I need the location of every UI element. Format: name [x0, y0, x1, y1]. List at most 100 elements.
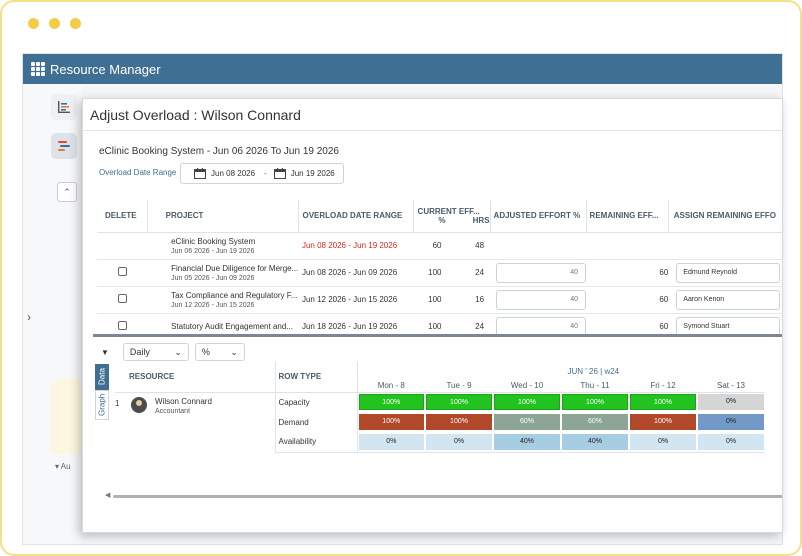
- capacity-cell: 100%: [630, 394, 696, 411]
- current-effort-label: CURRENT EFF...: [417, 206, 480, 216]
- window-controls: [28, 18, 81, 29]
- gantt-icon: [58, 141, 70, 151]
- table-row: Tax Compliance and Regulatory F... Jun 1…: [97, 286, 782, 314]
- project-name: Financial Due Diligence for Merge...: [171, 263, 299, 273]
- project-name: Tax Compliance and Regulatory F...: [171, 290, 298, 300]
- current-hrs: 48: [447, 232, 491, 260]
- view-tabs: Data Graph: [95, 364, 109, 420]
- project-name: Statutory Audit Engagement and...: [171, 322, 293, 331]
- dialog-divider: [83, 130, 782, 131]
- window-dot-close[interactable]: [28, 18, 39, 29]
- tab-data[interactable]: Data: [95, 364, 109, 390]
- demand-cell: 0%: [698, 414, 764, 430]
- collapse-caret-icon[interactable]: ▼: [101, 347, 109, 357]
- assignee-select[interactable]: Edmund Reynold: [676, 262, 781, 283]
- capacity-cell: 100%: [358, 394, 424, 411]
- window-dot-minimize[interactable]: [49, 18, 60, 29]
- app-header: Resource Manager: [23, 54, 782, 84]
- demand-cell: 60%: [494, 414, 560, 430]
- delete-checkbox[interactable]: [117, 267, 127, 276]
- row-type-demand: Demand: [275, 412, 358, 432]
- panel-splitter[interactable]: [93, 334, 782, 337]
- col-current-effort: CURRENT EFF... % HRS: [412, 200, 491, 233]
- project-dates: Jun 06 2026 - Jun 19 2026: [171, 247, 255, 255]
- capacity-cell: 0%: [698, 394, 764, 411]
- demand-cell: 60%: [562, 414, 628, 430]
- availability-cell: 0%: [698, 433, 764, 450]
- dialog-title: Adjust Overload : Wilson Connard: [90, 107, 301, 123]
- day-header: Wed - 10: [493, 380, 561, 393]
- availability-cell: 0%: [358, 433, 424, 450]
- current-hrs-label: HRS: [472, 215, 490, 225]
- current-hrs: 24: [447, 259, 491, 287]
- date-from[interactable]: Jun 08 2026: [211, 169, 256, 178]
- availability-cell: 40%: [562, 433, 628, 450]
- resource-index: 1: [115, 398, 120, 408]
- availability-cell: 0%: [630, 433, 696, 450]
- horizontal-scrollbar[interactable]: [113, 495, 782, 498]
- resource-cell[interactable]: Wilson Connard Accountant: [127, 392, 276, 452]
- chevron-down-icon: ⌄: [230, 346, 238, 357]
- remaining-effort: 60: [586, 259, 669, 287]
- sidebar-gantt-button[interactable]: [51, 133, 77, 159]
- day-header: Mon - 8: [357, 380, 425, 393]
- adjusted-effort-input[interactable]: 40: [496, 262, 587, 283]
- resource-role: Accountant: [155, 407, 191, 415]
- assignee-select[interactable]: Aaron Kenon: [676, 289, 781, 310]
- avatar: [131, 396, 147, 413]
- date-to[interactable]: Jun 19 2026: [290, 169, 335, 178]
- col-overload-range: OVERLOAD DATE RANGE: [298, 200, 414, 233]
- project-summary: eClinic Booking System - Jun 06 2026 To …: [99, 146, 339, 157]
- adjusted-effort-input[interactable]: 40: [496, 289, 587, 310]
- scroll-left-icon[interactable]: ◀: [105, 492, 111, 499]
- current-pct-label: %: [438, 215, 446, 225]
- resource-panel: ▼ Daily ⌄ % ⌄ Data Graph: [93, 337, 782, 532]
- current-pct: 60: [413, 232, 448, 260]
- row-type-availability: Availability: [275, 432, 358, 453]
- overload-date-range-picker[interactable]: Jun 08 2026 - Jun 19 2026: [180, 163, 344, 184]
- col-row-type: ROW TYPE: [275, 362, 358, 393]
- col-assign-remaining: ASSIGN REMAINING EFFO: [667, 200, 782, 233]
- tab-graph[interactable]: Graph: [95, 390, 109, 420]
- availability-cell: 0%: [426, 433, 492, 450]
- capacity-cell: 100%: [562, 394, 628, 411]
- current-pct: 100: [413, 259, 448, 287]
- project-dates: Jun 05 2026 - Jun 09 2026: [171, 274, 255, 282]
- day-header: Tue - 9: [425, 380, 493, 393]
- row-type-capacity: Capacity: [275, 392, 358, 412]
- project-dates: Jun 12 2026 - Jun 15 2026: [171, 301, 255, 309]
- view-select[interactable]: Daily ⌄: [122, 343, 189, 361]
- capacity-cell: 100%: [494, 394, 560, 411]
- calendar-icon: [273, 168, 286, 179]
- capacity-cell: 100%: [426, 394, 492, 411]
- week-header: JUN ' 26 | w24: [567, 366, 620, 376]
- date-separator: -: [264, 169, 267, 178]
- background-group-label: ▾ Au: [55, 462, 71, 471]
- unit-select[interactable]: % ⌄: [194, 343, 245, 361]
- adjust-overload-dialog: Adjust Overload : Wilson Connard eClinic…: [82, 98, 783, 533]
- unit-select-value: %: [201, 347, 210, 357]
- app-title: Resource Manager: [50, 61, 161, 77]
- overload-date-range-label: Overload Date Range: [99, 168, 177, 177]
- delete-checkbox[interactable]: [117, 294, 127, 303]
- delete-checkbox[interactable]: [117, 321, 127, 330]
- demand-cell: 100%: [358, 414, 424, 430]
- day-header: Sat - 13: [697, 380, 765, 393]
- sidebar: ⌃ › ▾ Au: [23, 84, 83, 544]
- expand-panel-chevron-icon[interactable]: ›: [27, 310, 31, 324]
- col-adjusted-effort: ADJUSTED EFFORT %: [489, 200, 587, 233]
- window-dot-maximize[interactable]: [70, 18, 81, 29]
- resource-name: Wilson Connard: [155, 396, 212, 406]
- col-remaining-effort: REMAINING EFF...: [585, 200, 669, 233]
- table-row: eClinic Booking System Jun 06 2026 - Jun…: [97, 232, 782, 260]
- sidebar-chart-button[interactable]: [51, 94, 77, 120]
- col-delete: DELETE: [97, 200, 148, 233]
- sidebar-sort-select[interactable]: ⌃: [57, 182, 77, 202]
- project-name: eClinic Booking System: [171, 236, 256, 246]
- calendar-icon: [194, 168, 206, 179]
- day-header: Thu - 11: [561, 380, 629, 393]
- chevron-down-icon: ⌄: [174, 346, 182, 357]
- apps-grid-icon[interactable]: [31, 62, 45, 76]
- resource-grid: RESOURCE ROW TYPE JUN ' 26 | w24 Mon - 8…: [115, 362, 765, 453]
